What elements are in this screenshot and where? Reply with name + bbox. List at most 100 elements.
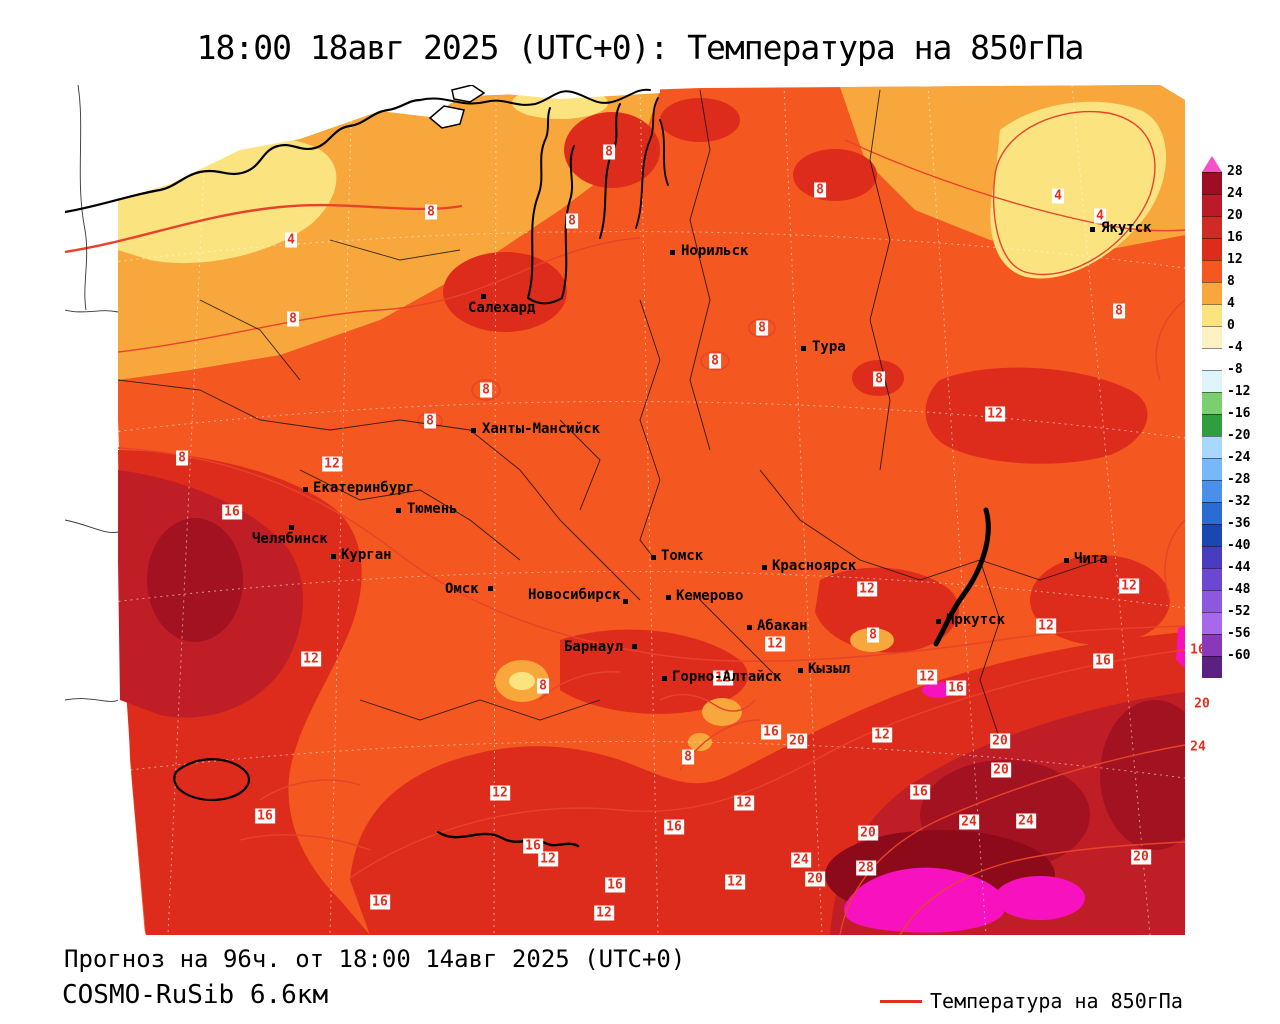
city-marker (331, 554, 336, 559)
scale-number: -12 (1227, 384, 1251, 399)
field-pale-yakutsk (990, 101, 1167, 279)
left-margin (65, 85, 118, 935)
contour-value-label: 20 (1131, 849, 1151, 865)
ob-gulf-west (527, 107, 551, 299)
contour-value-label: 4 (285, 232, 297, 248)
contour-value-label: 20 (990, 733, 1010, 749)
city-label: Салехард (468, 300, 536, 316)
scale-number: 8 (1227, 274, 1235, 289)
contour-value-label: 12 (301, 651, 321, 667)
contour-value-label: 12 (857, 581, 877, 597)
city-marker (1064, 558, 1069, 563)
field-red-barnaul (560, 629, 748, 714)
arctic-island-2 (451, 85, 486, 103)
scale-number: -44 (1227, 560, 1251, 575)
scale-cell (1202, 568, 1222, 590)
field-red-salekhard (443, 252, 567, 332)
contour-value-label: 28 (856, 860, 876, 876)
contour-value-label: 16 (761, 724, 781, 740)
city-marker (303, 487, 308, 492)
scale-number: -16 (1227, 406, 1251, 421)
scale-cell (1202, 480, 1222, 502)
contour-value-label: 20 (991, 762, 1011, 778)
contour-value-label: 12 (322, 456, 342, 472)
city-marker (762, 565, 767, 570)
scale-cell (1202, 326, 1222, 348)
city-label: Курган (341, 547, 392, 563)
contour-value-label: 24 (1188, 739, 1208, 755)
contour-value-label: 12 (538, 851, 558, 867)
ob-gulf-bottom (527, 297, 563, 305)
city-label: Кемерово (676, 588, 744, 604)
admin-boundaries (65, 85, 1101, 741)
city-marker (662, 676, 667, 681)
contour-value-label: 8 (814, 182, 826, 198)
scale-cell (1202, 590, 1222, 612)
scale-cell (1202, 370, 1222, 392)
field-red-irkutsk (815, 567, 959, 653)
contour-value-label: 12 (1036, 618, 1056, 634)
city-label: Омск (445, 581, 479, 597)
field-pale-altai1 (509, 672, 535, 690)
city-label: Кызыл (808, 661, 851, 677)
scale-number: 12 (1227, 252, 1243, 267)
city-marker (936, 619, 941, 624)
field-magenta-edge (1176, 626, 1185, 668)
city-marker (632, 644, 637, 649)
city-label: Ханты-Мансийск (482, 421, 601, 437)
scale-number: -20 (1227, 428, 1251, 443)
contour-value-label: 12 (594, 905, 614, 921)
contour-value-label: 12 (765, 636, 785, 652)
city-marker (396, 508, 401, 513)
city-label: Барнаул (564, 639, 624, 655)
scale-cell (1202, 458, 1222, 480)
temperature-scale: 28 24 20 16 12 8 4 0 -4 -8 -12 -16 -20 -24 -28 -32 -36 -4… (1202, 156, 1262, 678)
geography (65, 85, 991, 848)
scale-cell (1202, 304, 1222, 326)
city-marker (623, 599, 628, 604)
city-marker (747, 625, 752, 630)
scale-number: 24 (1227, 186, 1243, 201)
contour-value-label: 8 (176, 450, 188, 466)
scale-cell (1202, 634, 1222, 656)
city-label: Томск (661, 548, 704, 564)
contour-value-label: 8 (425, 204, 437, 220)
arctic-ocean (65, 85, 660, 214)
contour-value-label: 8 (287, 311, 299, 327)
scale-cell (1202, 524, 1222, 546)
scale-number: -36 (1227, 516, 1251, 531)
scale-number: -56 (1227, 626, 1251, 641)
scale-cell (1202, 348, 1222, 370)
field-magenta-3 (922, 682, 954, 698)
contour-value-label: 16 (523, 838, 543, 854)
model-info: COSMO-RuSib 6.6км (62, 980, 329, 1010)
scale-cell (1202, 238, 1222, 260)
forecast-info: Прогноз на 96ч. от 18:00 14авг 2025 (UTC… (64, 945, 686, 973)
contour-value-label: 8 (1113, 303, 1125, 319)
scale-number: -60 (1227, 648, 1251, 663)
city-marker (670, 250, 675, 255)
scale-cells (1202, 172, 1262, 678)
contour-value-label: 8 (709, 353, 721, 369)
bottomleft-notch (65, 845, 146, 935)
contour-value-label: 16 (370, 894, 390, 910)
contour-value-label: 8 (566, 213, 578, 229)
contour-value-label: 24 (791, 852, 811, 868)
yenisei-mouth (635, 97, 659, 229)
city-marker (798, 668, 803, 673)
city-label: Тюмень (407, 501, 458, 517)
contour-value-label: 24 (1016, 813, 1036, 829)
scale-cell (1202, 436, 1222, 458)
city-marker (1090, 227, 1095, 232)
ob-gulf-east (561, 145, 575, 299)
contour-value-label: 16 (255, 808, 275, 824)
city-marker (488, 586, 493, 591)
contour-value-label: 16 (605, 877, 625, 893)
contour-value-label: 8 (480, 382, 492, 398)
city-marker (651, 555, 656, 560)
arctic-coastline-east (419, 88, 651, 106)
legend-label: Температура на 850гПа (930, 989, 1183, 1013)
contour-value-label: 16 (946, 680, 966, 696)
city-label: Тура (812, 339, 846, 355)
